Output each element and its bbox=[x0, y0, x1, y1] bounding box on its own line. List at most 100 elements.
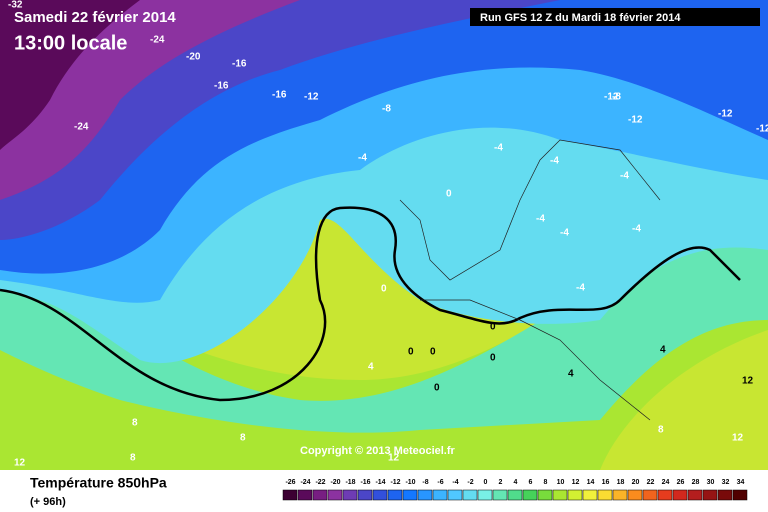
contour-label: 12 bbox=[732, 433, 744, 444]
contour-label: -8 bbox=[382, 104, 391, 115]
scale-swatch bbox=[627, 489, 643, 501]
contour-label: -16 bbox=[232, 59, 247, 70]
scale-label: 2 bbox=[499, 479, 503, 486]
scale-swatch bbox=[642, 489, 658, 501]
scale-label: 18 bbox=[617, 479, 625, 486]
scale-swatch bbox=[672, 489, 688, 501]
scale-label: -2 bbox=[467, 479, 473, 486]
scale-label: 10 bbox=[557, 479, 565, 486]
scale-label: -6 bbox=[437, 479, 443, 486]
contour-label: 12 bbox=[388, 453, 400, 464]
contour-label: -4 bbox=[620, 171, 629, 182]
scale-swatch bbox=[417, 489, 433, 501]
contour-label: -4 bbox=[632, 224, 641, 235]
scale-swatch bbox=[477, 489, 493, 501]
scale-label: 8 bbox=[544, 479, 548, 486]
scale-swatch bbox=[582, 489, 598, 501]
scale-swatch bbox=[342, 489, 358, 501]
scale-swatch bbox=[612, 489, 628, 501]
contour-label: -4 bbox=[358, 153, 367, 164]
scale-swatch bbox=[312, 489, 328, 501]
zero-isotherm bbox=[0, 206, 741, 402]
scale-label: -4 bbox=[452, 479, 458, 486]
contour-label: 8 bbox=[240, 433, 246, 444]
scale-label: 28 bbox=[692, 479, 700, 486]
scale-label: -22 bbox=[315, 479, 325, 486]
scale-swatch bbox=[297, 489, 313, 501]
contour-label: -24 bbox=[150, 35, 165, 46]
contour-label: -12 bbox=[756, 124, 768, 135]
contour-label: -4 bbox=[494, 143, 503, 154]
scale-swatch bbox=[552, 489, 568, 501]
contour-label: -4 bbox=[560, 228, 569, 239]
scale-swatch bbox=[372, 489, 388, 501]
time-label: 13:00 locale bbox=[14, 32, 127, 54]
contour-label: 4 bbox=[368, 362, 374, 373]
scale-swatch bbox=[597, 489, 613, 501]
contour-label: -4 bbox=[536, 214, 545, 225]
contour-label: 12 bbox=[742, 376, 754, 387]
scale-swatch bbox=[447, 489, 463, 501]
scale-swatch bbox=[537, 489, 553, 501]
scale-swatch bbox=[657, 489, 673, 501]
contour-label: -4 bbox=[576, 283, 585, 294]
contour-label: 0 bbox=[408, 347, 414, 358]
scale-label: 12 bbox=[572, 479, 580, 486]
scale-label: -14 bbox=[375, 479, 385, 486]
scale-label: -24 bbox=[300, 479, 310, 486]
contour-label: -12 bbox=[718, 109, 733, 120]
scale-swatch bbox=[522, 489, 538, 501]
contour-label: 4 bbox=[660, 345, 666, 356]
scale-label: 0 bbox=[484, 479, 488, 486]
scale-swatch bbox=[507, 489, 523, 501]
contour-label: 0 bbox=[490, 322, 496, 333]
scale-label: -20 bbox=[330, 479, 340, 486]
scale-label: 26 bbox=[677, 479, 685, 486]
scale-label: -26 bbox=[285, 479, 295, 486]
coldest-zone bbox=[0, 0, 140, 150]
run-label: Run GFS 12 Z du Mardi 18 février 2014 bbox=[480, 12, 681, 24]
scale-label: -10 bbox=[405, 479, 415, 486]
contour-label: 4 bbox=[568, 369, 574, 380]
scale-label: 24 bbox=[662, 479, 670, 486]
contour-label: 0 bbox=[430, 347, 436, 358]
contour-label: -12 bbox=[304, 92, 319, 103]
scale-label: -18 bbox=[345, 479, 355, 486]
contour-label: -12 bbox=[604, 92, 619, 103]
scale-swatch bbox=[387, 489, 403, 501]
scale-swatch bbox=[492, 489, 508, 501]
date-label: Samedi 22 février 2014 bbox=[14, 9, 176, 26]
contour-label: 0 bbox=[446, 189, 452, 200]
contour-label: 0 bbox=[434, 383, 440, 394]
contour-label: -32 bbox=[8, 0, 23, 11]
scale-label: 20 bbox=[632, 479, 640, 486]
scale-swatch bbox=[687, 489, 703, 501]
scale-swatch bbox=[462, 489, 478, 501]
scale-label: -12 bbox=[390, 479, 400, 486]
scale-label: 6 bbox=[529, 479, 533, 486]
scale-label: -8 bbox=[422, 479, 428, 486]
scale-swatch bbox=[402, 489, 418, 501]
scale-label: 16 bbox=[602, 479, 610, 486]
contour-label: -12 bbox=[628, 115, 643, 126]
contour-label: 12 bbox=[14, 458, 26, 469]
scale-swatch bbox=[282, 489, 298, 501]
scale-swatch bbox=[567, 489, 583, 501]
green-zone bbox=[0, 210, 768, 433]
scale-swatch bbox=[432, 489, 448, 501]
scale-label: 4 bbox=[514, 479, 518, 486]
contour-label: 8 bbox=[658, 425, 664, 436]
scale-swatch bbox=[717, 489, 733, 501]
scale-swatch bbox=[327, 489, 343, 501]
contour-label: 8 bbox=[130, 453, 136, 464]
contour-label: 8 bbox=[132, 418, 138, 429]
contour-label: -16 bbox=[214, 81, 229, 92]
scale-label: -16 bbox=[360, 479, 370, 486]
contour-label: 0 bbox=[490, 353, 496, 364]
scale-label: 30 bbox=[707, 479, 715, 486]
scale-label: 32 bbox=[722, 479, 730, 486]
copyright: Copyright © 2013 Meteociel.fr bbox=[300, 445, 456, 457]
contour-label: -24 bbox=[74, 122, 89, 133]
contour-label: -16 bbox=[272, 90, 287, 101]
coastlines bbox=[399, 139, 661, 421]
